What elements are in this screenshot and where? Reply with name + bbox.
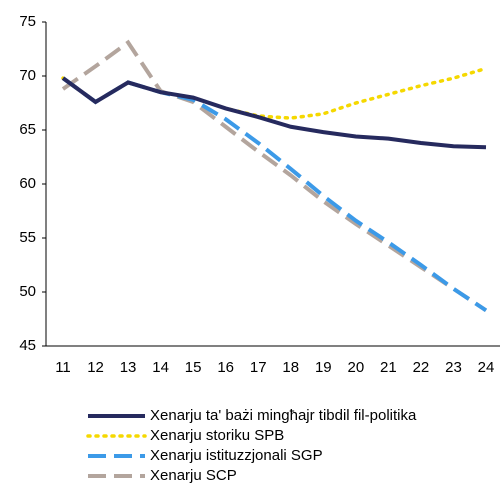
y-tick-label: 55 (19, 229, 36, 246)
y-tick-label: 45 (19, 337, 36, 354)
x-tick-label: 23 (445, 359, 462, 376)
y-tick-label: 75 (19, 13, 36, 30)
x-tick-label: 20 (348, 359, 365, 376)
series-line (61, 66, 488, 120)
legend-label: Xenarju ta' bażi mingħajr tibdil fil-pol… (150, 407, 417, 424)
y-tick-label: 50 (19, 283, 36, 300)
x-tick-label: 24 (478, 359, 495, 376)
y-tick-label: 60 (19, 175, 36, 192)
series-line (61, 76, 488, 313)
legend-label: Xenarju istituzzjonali SGP (150, 447, 323, 464)
x-tick-label: 16 (217, 359, 234, 376)
legend-label: Xenarju SCP (150, 467, 237, 484)
x-tick-label: 18 (282, 359, 299, 376)
legend-label: Xenarju storiku SPB (150, 427, 284, 444)
x-tick-label: 17 (250, 359, 267, 376)
x-tick-label: 21 (380, 359, 397, 376)
y-tick-label: 70 (19, 67, 36, 84)
x-tick-label: 13 (120, 359, 137, 376)
x-tick-label: 12 (87, 359, 104, 376)
x-tick-label: 11 (55, 359, 71, 376)
x-tick-label: 22 (413, 359, 430, 376)
x-tick-label: 14 (152, 359, 169, 376)
x-tick-label: 15 (185, 359, 202, 376)
x-tick-label: 19 (315, 359, 332, 376)
series-line (61, 76, 487, 150)
y-tick-label: 65 (19, 121, 36, 138)
